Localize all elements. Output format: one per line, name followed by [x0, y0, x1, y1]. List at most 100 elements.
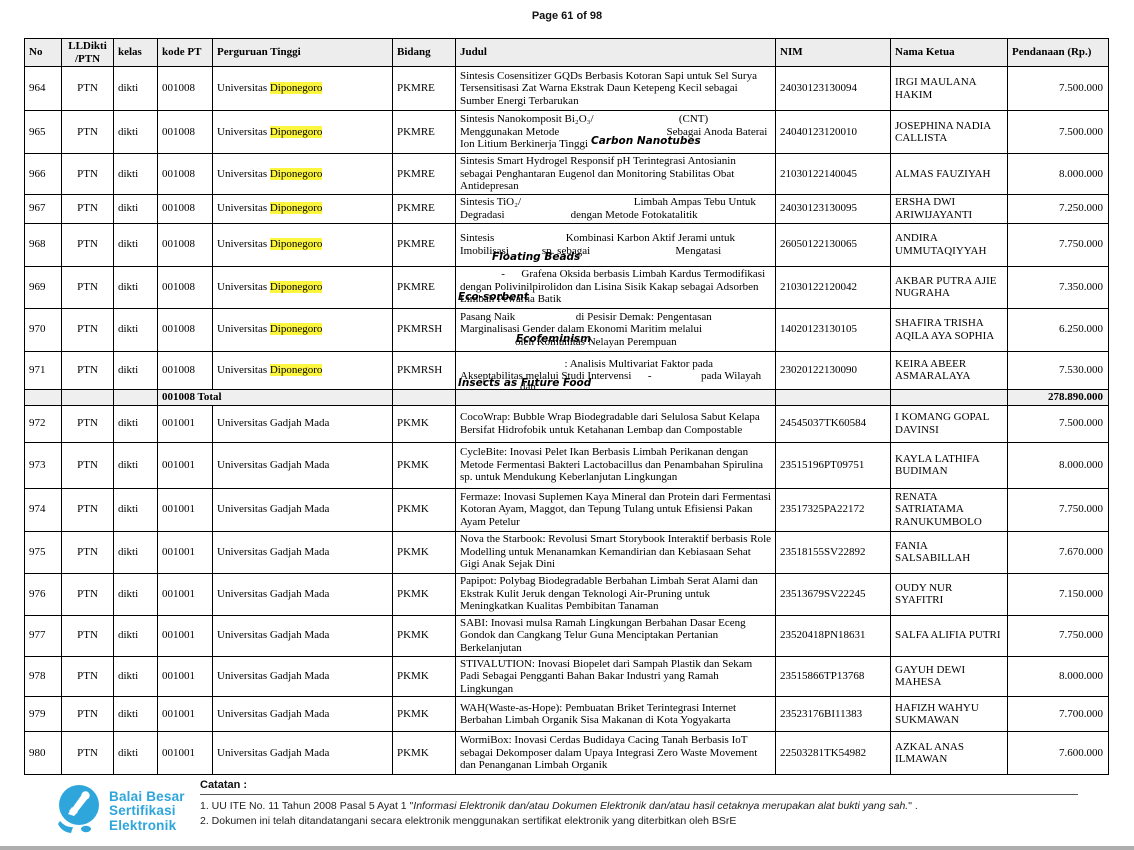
- cell-lldikti: PTN: [61, 572, 114, 616]
- cell-nama-ketua: GAYUH DEWI MAHESA: [890, 655, 1008, 697]
- cell-nim: 24040123120010: [775, 110, 891, 154]
- cell-nama-ketua: SALFA ALIFIA PUTRI: [890, 614, 1008, 657]
- bsre-logo-icon: [55, 783, 101, 840]
- cell-judul: Sintesis TiO₂/ Limbah Ampas Tebu Untuk De…: [455, 193, 776, 224]
- cell-kelas: dikti: [113, 222, 158, 267]
- cell-perguruan-tinggi: Universitas Gadjah Mada: [212, 614, 393, 657]
- col-header-kode: kode PT: [157, 38, 213, 67]
- cell-bidang: PKMK: [392, 731, 456, 775]
- table-row: 969 PTN dikti 001008 Universitas Diponegoro P…: [24, 265, 1109, 309]
- cell-nama-ketua: AKBAR PUTRA AJIE NUGRAHA: [890, 265, 1008, 309]
- cell-nim: 23517325PA22172: [775, 487, 891, 532]
- cell-kode-pt: 001008: [157, 265, 213, 309]
- logo-line-2: Sertifikasi: [109, 803, 176, 819]
- cell-kode-pt: 001008: [157, 350, 213, 390]
- table-row: 974 PTN dikti 001001 Universitas Gadjah Mada…: [24, 487, 1109, 532]
- cell-no: 971: [24, 350, 62, 390]
- highlighted-text: Diponegoro: [269, 125, 323, 138]
- cell-no: 979: [24, 696, 62, 732]
- cell-no: 965: [24, 110, 62, 154]
- cell-pendanaan: 8.000.000: [1007, 153, 1109, 195]
- cell-perguruan-tinggi: Universitas Gadjah Mada: [212, 731, 393, 775]
- cell-judul: Sintesis Smart Hydrogel Responsif pH Ter…: [455, 153, 776, 195]
- logo-line-1: Balai Besar: [109, 788, 185, 804]
- judul-overlay-text: Carbon Nanotubes: [591, 135, 701, 147]
- cell-pendanaan: 7.750.000: [1007, 614, 1109, 657]
- cell-no: 968: [24, 222, 62, 267]
- cell-lldikti: PTN: [61, 222, 114, 267]
- cell-nim: 24030123130094: [775, 66, 891, 111]
- cell-empty: [455, 388, 776, 406]
- cell-bidang: PKMK: [392, 696, 456, 732]
- cell-nim: 23520418PN18631: [775, 614, 891, 657]
- cell-lldikti: PTN: [61, 350, 114, 390]
- cell-bidang: PKMRSH: [392, 307, 456, 352]
- table-row: 964 PTN dikti 001008 Universitas Diponegoro P…: [24, 66, 1109, 111]
- cell-lldikti: PTN: [61, 404, 114, 443]
- cell-perguruan-tinggi: Universitas Diponegoro: [212, 153, 393, 195]
- cell-pendanaan: 7.700.000: [1007, 696, 1109, 732]
- highlighted-text: Diponegoro: [269, 167, 323, 180]
- cell-kode-pt: 001001: [157, 487, 213, 532]
- table-body: 964 PTN dikti 001008 Universitas Diponegoro P…: [24, 66, 1109, 775]
- cell-judul: WormiBox: Inovasi Cerdas Budidaya Cacing…: [455, 731, 776, 775]
- cell-no: 969: [24, 265, 62, 309]
- cell-bidang: PKMRE: [392, 66, 456, 111]
- cell-pendanaan: 6.250.000: [1007, 307, 1109, 352]
- cell-pendanaan: 7.500.000: [1007, 110, 1109, 154]
- cell-empty: [775, 388, 891, 406]
- cell-bidang: PKMK: [392, 530, 456, 574]
- col-header-lld: LLDikti /PTN: [61, 38, 114, 67]
- cell-lldikti: PTN: [61, 487, 114, 532]
- cell-nama-ketua: ERSHA DWI ARIWIJAYANTI: [890, 193, 1008, 224]
- table-row: 971 PTN dikti 001008 Universitas Diponegoro P…: [24, 350, 1109, 390]
- cell-nama-ketua: ANDIRA UMMUTAQIYYAH: [890, 222, 1008, 267]
- cell-lldikti: PTN: [61, 441, 114, 489]
- cell-perguruan-tinggi: Universitas Gadjah Mada: [212, 530, 393, 574]
- cell-lldikti: PTN: [61, 655, 114, 697]
- cell-kelas: dikti: [113, 66, 158, 111]
- cell-no: 970: [24, 307, 62, 352]
- cell-pendanaan: 7.500.000: [1007, 404, 1109, 443]
- cell-empty: [890, 388, 1008, 406]
- cell-nim: 21030122120042: [775, 265, 891, 309]
- col-header-bid: Bidang: [392, 38, 456, 67]
- cell-nim: 23515866TP13768: [775, 655, 891, 697]
- cell-no: 964: [24, 66, 62, 111]
- cell-lldikti: PTN: [61, 731, 114, 775]
- cell-nama-ketua: ALMAS FAUZIYAH: [890, 153, 1008, 195]
- cell-nama-ketua: HAFIZH WAHYU SUKMAWAN: [890, 696, 1008, 732]
- cell-bidang: PKMK: [392, 572, 456, 616]
- cell-bidang: PKMK: [392, 441, 456, 489]
- col-header-jud: Judul: [455, 38, 776, 67]
- cell-kode-pt: 001008: [157, 66, 213, 111]
- cell-pendanaan: 7.150.000: [1007, 572, 1109, 616]
- table-row: 972 PTN dikti 001001 Universitas Gadjah Mada…: [24, 404, 1109, 443]
- cell-no: 972: [24, 404, 62, 443]
- bsre-logo: Balai Besar Sertifikasi Elektronik: [55, 783, 185, 840]
- cell-perguruan-tinggi: Universitas Diponegoro: [212, 265, 393, 309]
- table-row: 968 PTN dikti 001008 Universitas Diponegoro P…: [24, 222, 1109, 267]
- cell-perguruan-tinggi: Universitas Diponegoro: [212, 193, 393, 224]
- cell-lldikti: PTN: [61, 696, 114, 732]
- cell-kelas: dikti: [113, 441, 158, 489]
- cell-kelas: dikti: [113, 307, 158, 352]
- catatan-label: Catatan :: [200, 779, 248, 791]
- cell-kelas: dikti: [113, 404, 158, 443]
- table-row: 976 PTN dikti 001001 Universitas Gadjah Mada…: [24, 572, 1109, 616]
- cell-judul: Sintesis Cosensitizer GQDs Berbasis Koto…: [455, 66, 776, 111]
- cell-kode-pt: 001008: [157, 110, 213, 154]
- cell-nim: 23518155SV22892: [775, 530, 891, 574]
- cell-judul: Papipot: Polybag Biodegradable Berbahan …: [455, 572, 776, 616]
- highlighted-text: Diponegoro: [269, 82, 323, 95]
- cell-pendanaan: 7.250.000: [1007, 193, 1109, 224]
- cell-bidang: PKMRE: [392, 265, 456, 309]
- cell-perguruan-tinggi: Universitas Diponegoro: [212, 307, 393, 352]
- cell-lldikti: PTN: [61, 265, 114, 309]
- cell-nim: 26050122130065: [775, 222, 891, 267]
- cell-kelas: dikti: [113, 696, 158, 732]
- col-header-pt: Perguruan Tinggi: [212, 38, 393, 67]
- table-row: 979 PTN dikti 001001 Universitas Gadjah Mada…: [24, 696, 1109, 732]
- cell-nim: 24545037TK60584: [775, 404, 891, 443]
- cell-judul: CocoWrap: Bubble Wrap Biodegradable dari…: [455, 404, 776, 443]
